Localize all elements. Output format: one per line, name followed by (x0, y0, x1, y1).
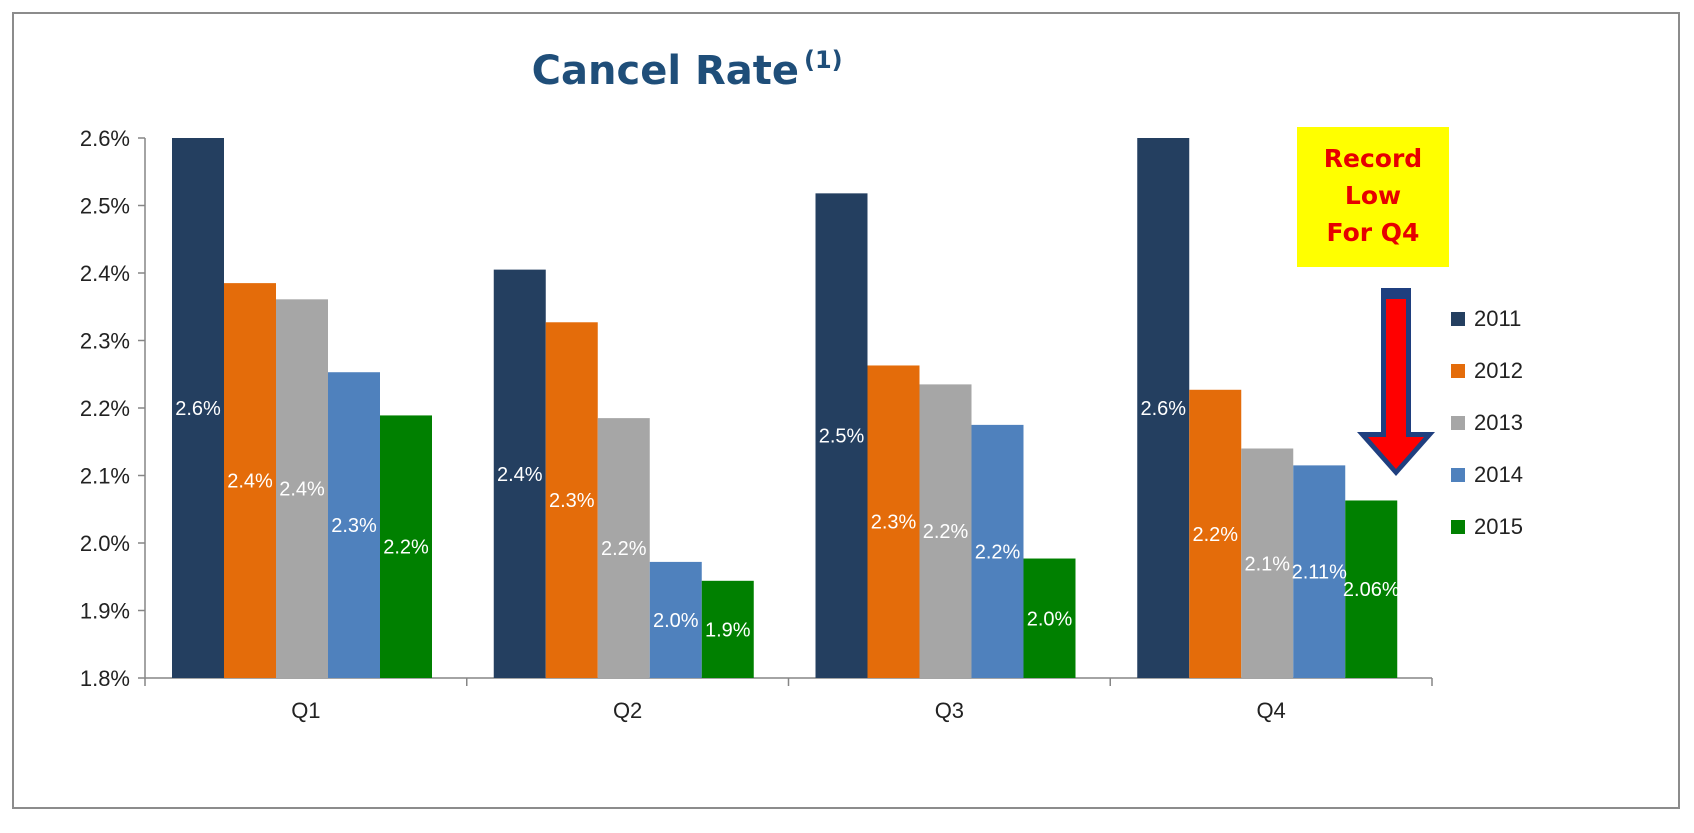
x-category-label: Q4 (1256, 698, 1285, 723)
data-label-2011-Q3: 2.5% (819, 426, 865, 448)
bars (172, 138, 1398, 678)
y-tick-label: 2.2% (80, 396, 130, 421)
data-label-2011-Q1: 2.6% (175, 398, 221, 420)
data-labels: 2.6% 2.4% 2.4% 2.3% 2.2% 2.4% 2.3% 2.2% 2.0% 1.9%… (175, 398, 1400, 641)
bar-2011-Q3 (815, 193, 868, 678)
y-tick-label: 2.5% (80, 194, 130, 219)
data-label-2015-Q3: 2.0% (1027, 608, 1073, 630)
data-label-2015-Q1: 2.2% (383, 537, 429, 559)
x-category-label: Q3 (935, 698, 964, 723)
data-label-2014-Q3: 2.2% (975, 541, 1021, 563)
data-label-2014-Q4: 2.11% (1292, 562, 1347, 584)
data-label-2015-Q2: 1.9% (705, 619, 751, 641)
y-tick-label: 2.4% (80, 261, 130, 286)
callout-line-1: Record (1324, 144, 1422, 173)
legend-swatch-2011 (1451, 312, 1465, 326)
legend-label-2015: 2015 (1474, 514, 1523, 539)
legend-label-2014: 2014 (1474, 462, 1523, 487)
bar-2014-Q1 (328, 372, 380, 678)
bar-2014-Q4 (1293, 465, 1346, 678)
data-label-2013-Q4: 2.1% (1244, 553, 1290, 575)
bar-2011-Q2 (493, 269, 546, 678)
bar-2015-Q3 (1023, 558, 1076, 678)
data-label-2014-Q2: 2.0% (653, 610, 699, 632)
bar-2011-Q4 (1137, 138, 1190, 678)
bar-2015-Q1 (380, 415, 432, 678)
legend-swatch-2015 (1451, 520, 1465, 534)
chart-frame: Cancel Rate (1) 1.8% 1.9% 2.0% 2.1% 2.2% 2.3%… (12, 12, 1680, 809)
callout-line-2: Low (1345, 181, 1401, 210)
data-label-2012-Q2: 2.3% (549, 490, 595, 512)
bar-2012-Q2 (545, 322, 598, 678)
data-label-2014-Q1: 2.3% (331, 515, 377, 537)
data-label-2011-Q4: 2.6% (1140, 398, 1186, 420)
bar-2013-Q4 (1241, 448, 1294, 678)
x-category-label: Q2 (613, 698, 642, 723)
callout-line-3: For Q4 (1327, 218, 1420, 247)
data-label-2012-Q1: 2.4% (227, 471, 273, 493)
bar-2013-Q2 (597, 418, 650, 678)
y-tick-label: 2.6% (80, 126, 130, 151)
bar-2013-Q3 (919, 384, 972, 678)
data-label-2013-Q1: 2.4% (279, 479, 325, 501)
bar-2015-Q2 (701, 580, 754, 678)
y-tick-label: 1.8% (80, 666, 130, 691)
chart-title-superscript: (1) (804, 46, 843, 74)
legend-label-2011: 2011 (1474, 306, 1521, 331)
data-label-2012-Q3: 2.3% (871, 512, 917, 534)
legend-label-2013: 2013 (1474, 410, 1523, 435)
record-low-callout: Record Low For Q4 (1297, 127, 1449, 476)
legend: 2011 2012 2013 2014 2015 (1451, 306, 1523, 539)
bar-2011-Q1 (172, 138, 224, 678)
y-tick-label: 2.1% (80, 464, 130, 489)
footer-strip (0, 815, 1694, 833)
legend-swatch-2012 (1451, 364, 1465, 378)
bar-2012-Q3 (867, 365, 920, 678)
x-category-label: Q1 (291, 698, 320, 723)
legend-swatch-2013 (1451, 416, 1465, 430)
cancel-rate-chart: Cancel Rate (1) 1.8% 1.9% 2.0% 2.1% 2.2% 2.3%… (80, 46, 1523, 723)
legend-label-2012: 2012 (1474, 358, 1523, 383)
data-label-2013-Q3: 2.2% (923, 521, 969, 543)
callout-box (1297, 127, 1449, 267)
y-tick-label: 2.3% (80, 329, 130, 354)
data-label-2012-Q4: 2.2% (1192, 524, 1238, 546)
data-label-2015-Q4: 2.06% (1343, 579, 1400, 601)
bar-2013-Q1 (276, 299, 328, 678)
chart-title: Cancel Rate (532, 48, 799, 94)
bar-2014-Q3 (971, 424, 1024, 678)
legend-swatch-2014 (1451, 468, 1465, 482)
bar-2012-Q4 (1189, 389, 1242, 678)
data-label-2013-Q2: 2.2% (601, 538, 647, 560)
bar-2014-Q2 (649, 561, 702, 678)
y-tick-label: 2.0% (80, 531, 130, 556)
bar-2015-Q4 (1345, 500, 1398, 678)
data-label-2011-Q2: 2.4% (497, 464, 543, 486)
bar-2012-Q1 (224, 283, 276, 678)
y-tick-label: 1.9% (80, 599, 130, 624)
down-arrow-fill (1368, 299, 1424, 469)
